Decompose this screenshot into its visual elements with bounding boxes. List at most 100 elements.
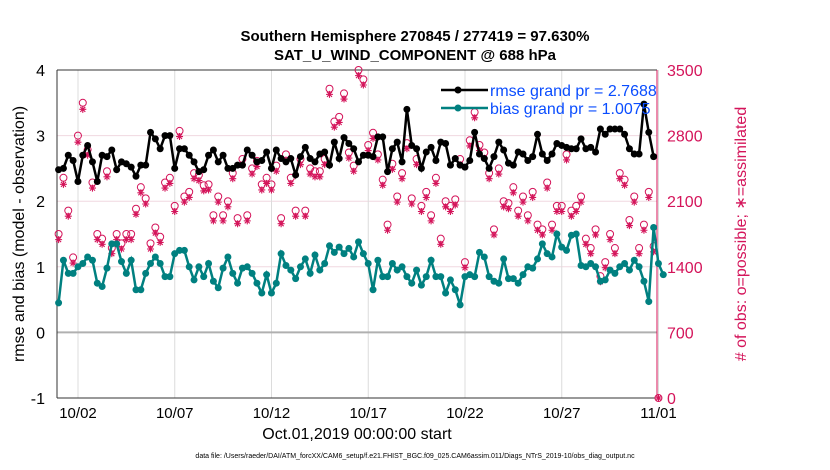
bias-point xyxy=(645,298,653,306)
obs-assimilated-point xyxy=(393,198,401,206)
rmse-point xyxy=(611,125,619,133)
rmse-point xyxy=(234,161,242,169)
rmse-point xyxy=(287,155,295,163)
obs-assimilated-point xyxy=(403,145,411,153)
bias-point xyxy=(625,266,633,274)
rmse-point xyxy=(480,155,488,163)
rmse-point xyxy=(161,132,169,140)
bias-point xyxy=(654,260,662,268)
rmse-point xyxy=(171,164,179,172)
bias-point xyxy=(195,263,203,271)
obs-assimilated-point xyxy=(205,186,213,194)
obs-assimilated-point xyxy=(209,217,217,225)
bias-point xyxy=(166,273,174,281)
rmse-point xyxy=(630,150,638,158)
rmse-point xyxy=(616,125,624,133)
bias-point xyxy=(538,240,546,248)
rmse-point xyxy=(572,145,580,153)
bias-point xyxy=(659,271,667,279)
bias-point xyxy=(180,246,188,254)
rmse-point xyxy=(137,161,145,169)
rmse-point xyxy=(330,138,338,146)
obs-assimilated-point xyxy=(630,198,638,206)
rmse-point xyxy=(645,128,653,136)
rmse-point xyxy=(466,157,474,165)
rmse-point xyxy=(103,153,111,161)
rmse-point xyxy=(176,145,184,153)
obs-assimilated-point xyxy=(321,161,329,169)
x-tick-label: 10/07 xyxy=(156,405,194,422)
rmse-point xyxy=(209,146,217,154)
obs-assimilated-point xyxy=(277,220,285,228)
rmse-point xyxy=(587,143,595,151)
y-axis-label: rmse and bias (model - observation) xyxy=(11,106,28,362)
rmse-point xyxy=(243,146,251,154)
rmse-point xyxy=(69,157,77,165)
obs-assimilated-point xyxy=(490,231,498,239)
rmse-point xyxy=(108,146,116,154)
bias-point xyxy=(422,273,430,281)
obs-assimilated-point xyxy=(509,189,517,197)
y-tick-label: 3 xyxy=(36,129,45,146)
rmse-point xyxy=(621,130,629,138)
rmse-point xyxy=(151,135,159,143)
obs-assimilated-point xyxy=(137,189,145,197)
obs-assimilated-point xyxy=(432,179,440,187)
rmse-point xyxy=(446,161,454,169)
rmse-point xyxy=(417,164,425,172)
obs-assimilated-point xyxy=(340,95,348,103)
rmse-point xyxy=(142,161,150,169)
obs-assimilated-point xyxy=(427,217,435,225)
obs-assimilated-point xyxy=(446,208,454,216)
bias-point xyxy=(475,248,483,256)
obs-assimilated-point xyxy=(79,105,87,113)
obs-assimilated-point xyxy=(500,203,508,211)
bias-point xyxy=(55,299,63,307)
obs-assimilated-point xyxy=(485,175,493,183)
rmse-point xyxy=(500,146,508,154)
rmse-point xyxy=(393,138,401,146)
obs-assimilated-point xyxy=(234,220,242,228)
obs-assimilated-point xyxy=(408,200,416,208)
rmse-point xyxy=(185,151,193,159)
x-tick-label: 10/27 xyxy=(543,405,581,422)
obs-assimilated-point xyxy=(84,151,92,159)
bias-point xyxy=(350,253,358,261)
bias-point xyxy=(621,260,629,268)
obs-assimilated-point xyxy=(601,264,609,272)
obs-assimilated-point xyxy=(650,248,658,256)
obs-assimilated-point xyxy=(253,163,261,171)
bias-point xyxy=(248,269,256,277)
bias-point xyxy=(398,263,406,271)
rmse-point xyxy=(596,125,604,133)
obs-assimilated-point xyxy=(156,238,164,246)
bias-point xyxy=(514,279,522,287)
x-axis-label: Oct.01,2019 00:00:00 start xyxy=(262,426,452,443)
obs-assimilated-point xyxy=(388,165,396,173)
rmse-point xyxy=(340,134,348,142)
obs-assimilated-point xyxy=(88,184,96,192)
bias-point xyxy=(98,282,106,290)
obs-assimilated-point xyxy=(326,90,333,98)
bias-point xyxy=(306,269,314,277)
obs-assimilated-point xyxy=(180,198,188,206)
obs-assimilated-point xyxy=(113,236,121,244)
obs-assimilated-point xyxy=(263,179,271,187)
rmse-point xyxy=(93,178,101,186)
bias-point xyxy=(485,273,493,281)
obs-assimilated-point xyxy=(229,175,237,183)
bias-point xyxy=(548,253,556,261)
rmse-point xyxy=(301,143,309,151)
bias-point xyxy=(103,264,111,272)
rmse-point xyxy=(359,151,367,159)
bias-point xyxy=(69,269,77,277)
obs-assimilated-point xyxy=(577,198,585,206)
x-tick-label: 11/01 xyxy=(640,405,676,422)
obs-assimilated-point xyxy=(621,181,629,189)
rmse-point xyxy=(374,133,382,141)
bias-point xyxy=(277,250,285,258)
y-tick-label: -1 xyxy=(31,391,45,408)
bias-point xyxy=(253,279,261,287)
rmse-point xyxy=(524,157,532,165)
rmse-point xyxy=(384,168,392,176)
